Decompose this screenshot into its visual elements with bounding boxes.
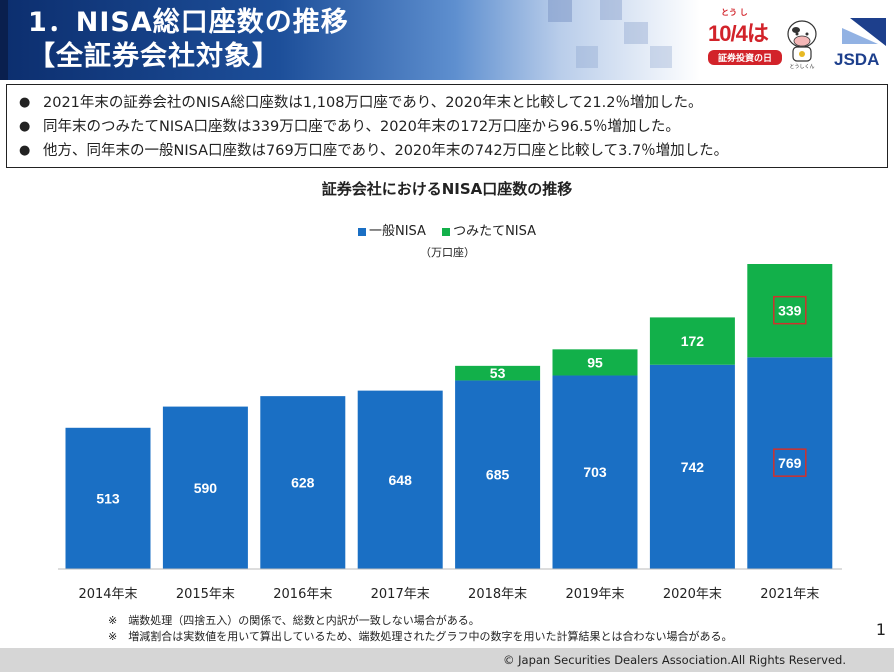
chart-legend: 一般NISA つみたてNISA	[0, 220, 894, 239]
x-tick-label: 2018年末	[468, 587, 527, 602]
footer-bar: © Japan Securities Dealers Association.A…	[0, 648, 894, 672]
footnote: ※ 増減割合は実数値を用いて算出しているため、端数処理されたグラフ中の数字を用い…	[108, 630, 733, 643]
legend-item: 一般NISA	[357, 224, 426, 239]
summary-bullet: 2021年末の証券会社のNISA総口座数は1,108万口座であり、2020年末と…	[17, 91, 877, 115]
summary-box: 2021年末の証券会社のNISA総口座数は1,108万口座であり、2020年末と…	[6, 84, 888, 168]
bar-general	[455, 380, 541, 569]
x-tick-label: 2014年末	[78, 587, 137, 602]
data-label: 95	[587, 354, 603, 370]
legend-label-general: 一般NISA	[368, 224, 426, 239]
legend-label-tsumitate: つみたてNISA	[453, 224, 537, 239]
bar-general	[747, 357, 833, 569]
header-decoration	[624, 22, 648, 44]
x-tick-label: 2021年末	[760, 587, 819, 602]
mascot-caption: とうしくん	[789, 64, 814, 70]
header-accent-bar	[0, 0, 8, 80]
legend-item: つみたてNISA	[442, 224, 536, 239]
logo-area: とう し 10/4は 証券投資の日 とうしくん JSDA	[700, 0, 894, 80]
x-tick-label: 2020年末	[663, 587, 722, 602]
header-decoration	[650, 46, 672, 68]
data-label: 172	[681, 333, 705, 349]
bar-general	[552, 375, 638, 569]
data-label: 590	[194, 480, 218, 496]
summary-bullet: 他方、同年末の一般NISA口座数は769万口座であり、2020年末の742万口座…	[17, 139, 877, 163]
x-tick-label: 2015年末	[176, 587, 235, 602]
securities-day-name: 証券投資の日	[708, 50, 782, 65]
data-label: 628	[291, 475, 315, 491]
data-label: 769	[778, 455, 802, 471]
mascot-cow-icon: とうしくん	[787, 20, 817, 70]
x-tick-label: 2017年末	[371, 587, 430, 602]
footnote: ※ 端数処理（四捨五入）の関係で、総数と内訳が一致しない場合がある。	[108, 614, 480, 627]
data-label: 648	[389, 472, 413, 488]
page-title: 1．NISA総口座数の推移 【全証券会社対象】	[28, 6, 349, 74]
bar-general	[260, 396, 346, 569]
data-label: 703	[583, 464, 607, 480]
jsda-emblem-icon	[842, 18, 886, 46]
x-tick-label: 2019年末	[565, 587, 624, 602]
chart-title: 証券会社におけるNISA口座数の推移	[321, 180, 573, 198]
header-decoration	[576, 46, 598, 68]
summary-bullet: 同年末のつみたてNISA口座数は339万口座であり、2020年末の172万口座か…	[17, 115, 877, 139]
page-number: 1	[875, 620, 886, 639]
securities-day-date: 10/4は	[708, 21, 769, 46]
data-label: 53	[490, 365, 506, 381]
stacked-bar-chart: 513 2014年末 590 2015年末 628 2016年末 648 2017年末 685 5…	[58, 264, 842, 602]
page-title-line1: 1．NISA総口座数の推移	[28, 7, 349, 38]
bar-tsumitate	[747, 264, 833, 358]
legend-swatch-tsumitate	[442, 227, 451, 236]
data-label: 339	[778, 303, 802, 319]
copyright-text: © Japan Securities Dealers Association.A…	[502, 653, 846, 667]
page-title-line2: 【全証券会社対象】	[28, 41, 280, 72]
bar-tsumitate	[552, 349, 638, 376]
highlight-box	[773, 295, 807, 325]
header-band	[0, 0, 700, 80]
data-label: 685	[486, 467, 510, 483]
jsda-logo-text: JSDA	[834, 50, 880, 69]
bar-tsumitate	[455, 365, 541, 381]
securities-day-ruby: とう し	[721, 8, 748, 17]
bar-general	[357, 390, 443, 569]
bar-general	[162, 406, 248, 569]
bar-general	[649, 364, 735, 569]
data-label: 742	[681, 459, 705, 475]
chart-unit-label: （万口座）	[420, 246, 475, 259]
data-label: 513	[96, 490, 120, 506]
legend-swatch-general	[357, 227, 366, 236]
bar-general	[65, 427, 151, 569]
securities-day-logo: とう し 10/4は 証券投資の日	[708, 8, 782, 65]
header-decoration	[600, 0, 622, 20]
slide-header: 1．NISA総口座数の推移 【全証券会社対象】 とう し 10/4は 証券投資の…	[0, 0, 894, 80]
bar-tsumitate	[649, 317, 735, 365]
header-decoration	[548, 0, 572, 22]
highlight-box	[773, 448, 807, 477]
x-tick-label: 2016年末	[273, 587, 332, 602]
